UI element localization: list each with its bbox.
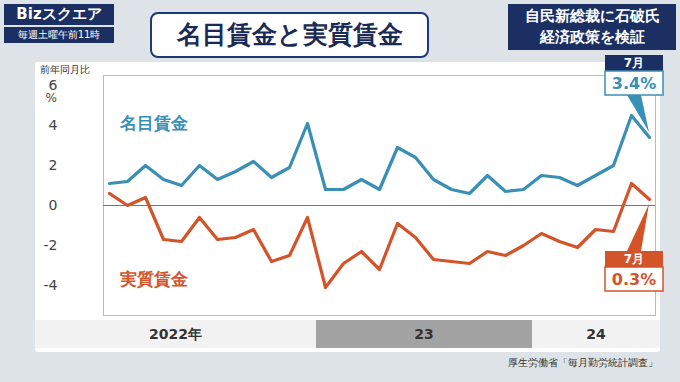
svg-text:24: 24 xyxy=(586,326,606,342)
svg-text:前年同月比: 前年同月比 xyxy=(40,64,90,75)
svg-text:4: 4 xyxy=(49,117,58,133)
html-text:自民新総裁に石破氏: 自民新総裁に石破氏 xyxy=(524,7,660,25)
html-text:経済政策を検証: 経済政策を検証 xyxy=(539,28,645,46)
html-text:実質賃金: 実質賃金 xyxy=(120,269,188,289)
html-text:毎週土曜午前11時: 毎週土曜午前11時 xyxy=(17,29,101,40)
svg-text:23: 23 xyxy=(414,326,433,342)
svg-text:6: 6 xyxy=(48,77,58,93)
html-text:名目賃金と実質賃金: 名目賃金と実質賃金 xyxy=(176,20,403,49)
svg-text:7月: 7月 xyxy=(624,56,644,70)
svg-text:-2: -2 xyxy=(44,237,58,253)
svg-text:2: 2 xyxy=(49,157,58,173)
html-text:厚生労働省「毎月勤労統計調査」: 厚生労働省「毎月勤労統計調査」 xyxy=(508,357,658,368)
svg-text:0: 0 xyxy=(49,197,58,213)
svg-text:-4: -4 xyxy=(44,277,58,293)
svg-text:0.3%: 0.3% xyxy=(612,270,656,289)
html-text:Bizスクエア: Bizスクエア xyxy=(16,5,102,23)
svg-text:7月: 7月 xyxy=(624,252,644,266)
svg-text:3.4%: 3.4% xyxy=(612,74,656,93)
html-text:名目賃金: 名目賃金 xyxy=(120,113,188,133)
svg-text:%: % xyxy=(46,91,57,105)
svg-text:2022年: 2022年 xyxy=(149,326,202,342)
